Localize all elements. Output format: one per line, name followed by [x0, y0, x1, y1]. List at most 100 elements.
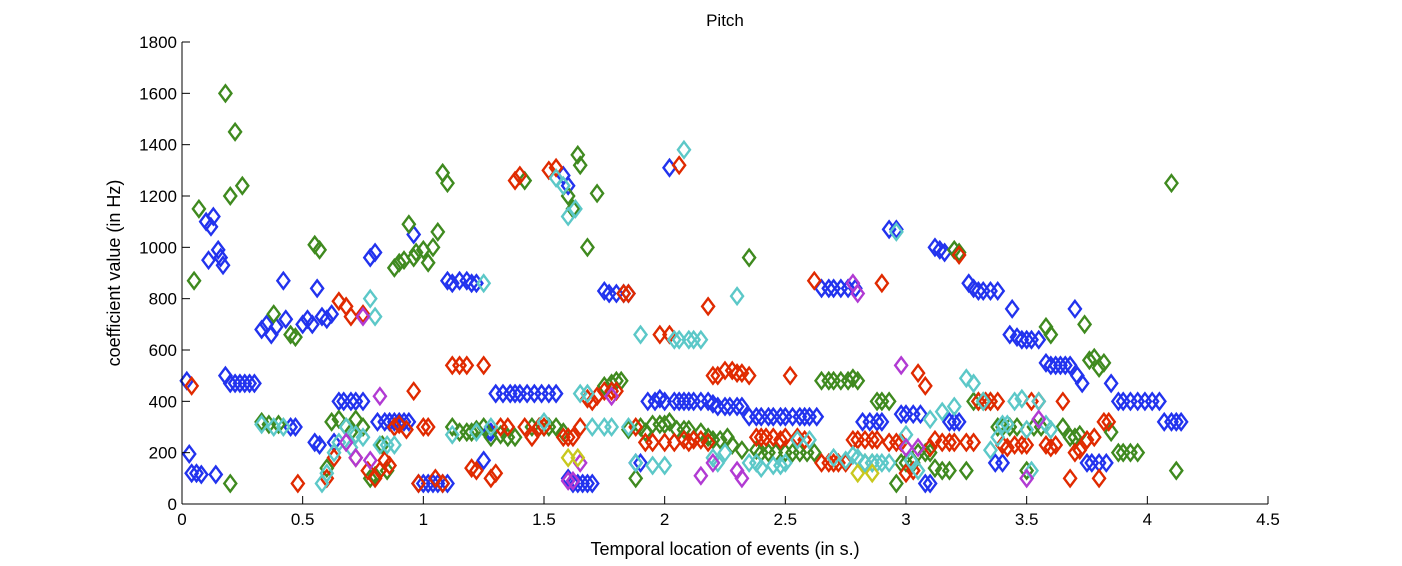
data-point-cyan — [934, 401, 950, 422]
data-point-red — [1091, 468, 1107, 489]
data-point-red — [548, 157, 564, 178]
data-point-red — [616, 283, 632, 304]
data-point-magenta — [572, 452, 588, 473]
data-point-red — [741, 365, 757, 386]
data-point-blue — [324, 304, 340, 325]
data-point-blue — [507, 383, 523, 404]
data-point-cyan — [536, 411, 552, 432]
data-point-blue — [355, 391, 371, 412]
data-point-blue — [970, 280, 986, 301]
data-point-cyan — [958, 368, 974, 389]
data-point-blue — [548, 383, 564, 404]
data-point-cyan — [789, 429, 805, 450]
data-point-magenta — [910, 437, 926, 458]
data-point-red — [459, 355, 475, 376]
data-point-blue — [633, 452, 649, 473]
data-point-green — [1077, 314, 1093, 335]
data-point-cyan — [990, 427, 1006, 448]
data-point-red — [411, 473, 427, 494]
data-point-blue — [193, 464, 209, 485]
data-point-blue — [647, 391, 663, 412]
data-point-cyan — [1019, 419, 1035, 440]
data-point-blue — [990, 280, 1006, 301]
x-tick-label: 0 — [177, 510, 186, 529]
data-point-red — [729, 363, 745, 384]
data-point-red — [435, 473, 451, 494]
data-point-magenta — [898, 437, 914, 458]
data-point-green — [1055, 417, 1071, 437]
data-point-red — [1067, 442, 1083, 463]
x-tick-label: 3 — [901, 510, 910, 529]
data-point-red — [705, 365, 721, 386]
data-point-blue — [319, 309, 335, 330]
data-point-red — [1101, 411, 1117, 432]
data-point-magenta — [693, 465, 709, 486]
data-point-cyan — [386, 434, 402, 455]
data-point-blue — [1031, 329, 1047, 350]
data-point-blue — [208, 464, 224, 485]
data-point-blue — [893, 404, 909, 425]
data-point-red — [966, 432, 982, 453]
data-point-magenta — [604, 386, 620, 407]
data-point-red — [427, 468, 443, 489]
x-tick-label: 3.5 — [1015, 510, 1039, 529]
data-point-yellow — [864, 463, 880, 484]
data-point-magenta — [338, 432, 354, 453]
data-point-green — [234, 175, 250, 196]
data-point-cyan — [483, 417, 499, 437]
data-point-blue — [304, 314, 320, 335]
data-point-cyan — [1043, 419, 1059, 440]
data-point-blue — [729, 396, 745, 417]
data-point-red — [1019, 434, 1035, 455]
data-point-blue — [809, 406, 825, 427]
data-point-green — [881, 391, 897, 412]
data-point-red — [671, 155, 687, 176]
data-point-red — [555, 427, 571, 448]
data-point-red — [657, 432, 673, 453]
data-point-cyan — [633, 324, 649, 345]
data-point-blue — [760, 406, 776, 427]
data-point-red — [572, 417, 588, 437]
data-point-red — [488, 463, 504, 484]
data-point-red — [512, 165, 528, 186]
data-point-green — [821, 370, 837, 391]
data-point-red — [560, 427, 576, 448]
data-point-blue — [278, 309, 294, 330]
data-point-blue — [401, 411, 417, 432]
data-point-blue — [874, 411, 890, 432]
data-point-green — [966, 391, 982, 412]
data-point-cyan — [579, 383, 595, 404]
data-point-blue — [657, 391, 673, 412]
data-point-green — [1091, 357, 1107, 378]
data-point-blue — [309, 278, 325, 299]
x-ticks: 0 0.5 1 1.5 2 2.5 3 3.5 4 4.5 — [177, 496, 1280, 529]
data-point-blue — [1079, 452, 1095, 473]
data-point-red — [1086, 427, 1102, 448]
data-point-red — [941, 432, 957, 453]
data-point-blue — [362, 247, 378, 268]
data-point-blue — [205, 206, 221, 227]
data-point-green — [628, 468, 644, 489]
data-point-blue — [888, 219, 904, 240]
data-point-blue — [406, 224, 422, 245]
data-point-magenta — [705, 452, 721, 473]
data-point-blue — [579, 473, 595, 494]
data-point-green — [1110, 442, 1126, 463]
chart-title: Pitch — [706, 11, 744, 30]
data-point-magenta — [734, 468, 750, 489]
data-point-red — [476, 355, 492, 376]
data-point-green — [850, 370, 866, 391]
data-point-cyan — [1007, 391, 1023, 412]
data-point-red — [910, 363, 926, 384]
data-point-green — [386, 257, 402, 278]
data-point-blue — [1098, 452, 1114, 473]
data-point-blue — [1019, 329, 1035, 350]
data-point-red — [645, 432, 661, 453]
data-point-yellow — [850, 463, 866, 484]
data-point-magenta — [1019, 468, 1035, 489]
data-point-cyan — [975, 391, 991, 412]
data-point-red — [700, 296, 716, 317]
data-point-red — [1043, 437, 1059, 458]
data-point-green — [266, 304, 282, 325]
data-point-green — [1096, 352, 1112, 373]
